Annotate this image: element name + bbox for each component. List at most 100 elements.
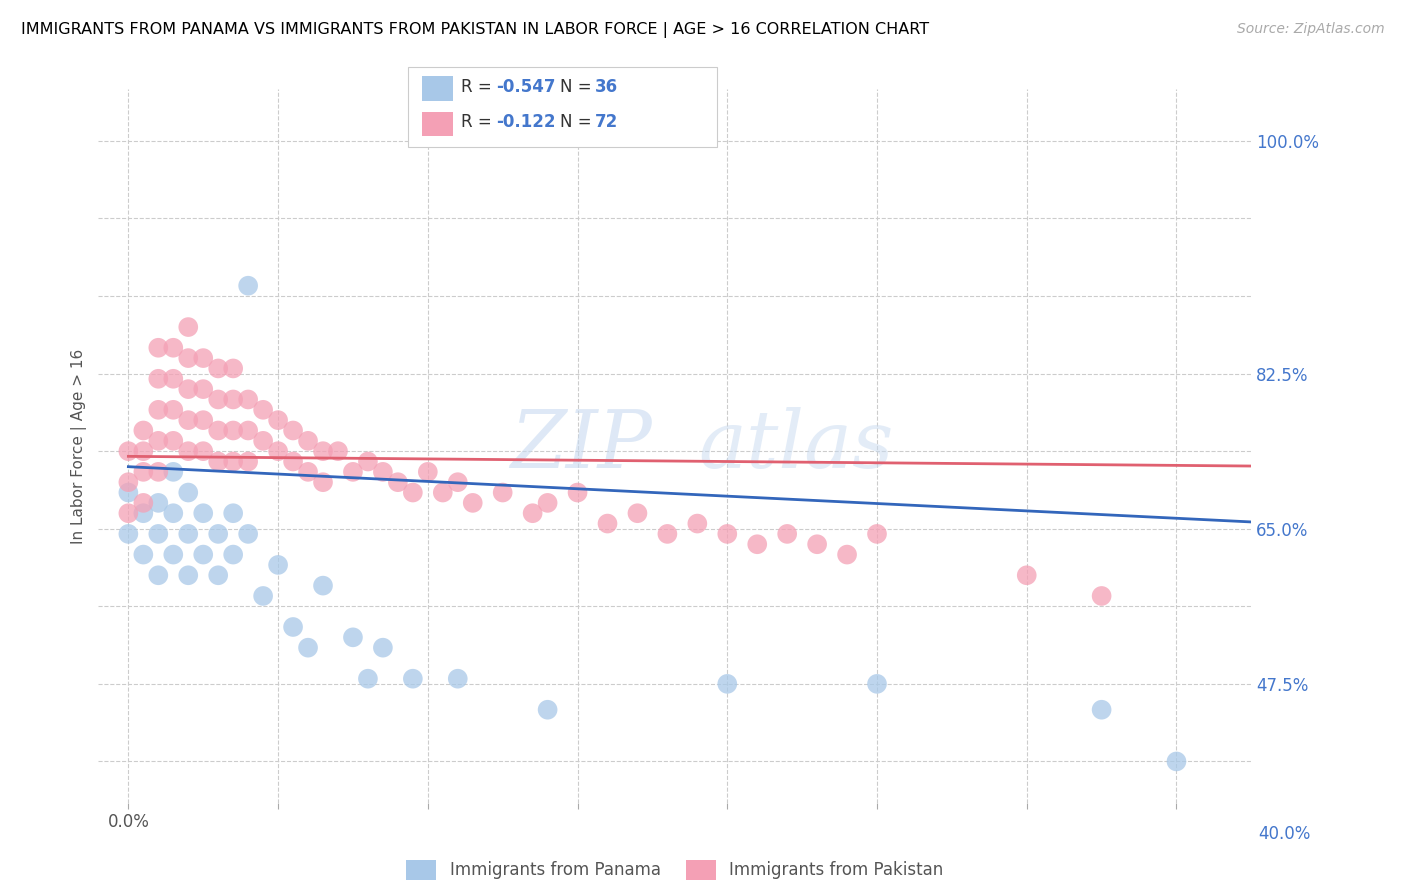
Point [148, 372, 170, 386]
Point [281, 424, 304, 438]
Text: 72: 72 [595, 113, 619, 131]
Point [193, 548, 215, 562]
Point [371, 640, 394, 655]
Point [236, 454, 259, 468]
Point [117, 485, 139, 500]
Point [177, 351, 200, 365]
Point [312, 579, 335, 593]
Point [312, 475, 335, 490]
Point [177, 444, 200, 458]
Point [222, 548, 245, 562]
Point [1091, 703, 1114, 717]
Point [236, 527, 259, 541]
Point [657, 527, 679, 541]
Text: atlas: atlas [697, 408, 893, 484]
Point [596, 516, 619, 531]
Point [1166, 755, 1188, 769]
Text: -0.547: -0.547 [496, 78, 555, 95]
Point [536, 703, 558, 717]
Text: N =: N = [560, 113, 596, 131]
Point [222, 506, 245, 520]
Point [177, 320, 200, 334]
Point [148, 527, 170, 541]
Point [567, 485, 589, 500]
Point [416, 465, 439, 479]
Point [267, 558, 290, 572]
Point [297, 465, 319, 479]
Point [252, 402, 274, 417]
Point [252, 434, 274, 448]
Point [1015, 568, 1038, 582]
Point [1091, 589, 1114, 603]
Point [342, 630, 364, 644]
Point [492, 485, 515, 500]
Point [193, 351, 215, 365]
Point [148, 496, 170, 510]
Point [193, 382, 215, 396]
Text: 36: 36 [595, 78, 617, 95]
Point [432, 485, 454, 500]
Point [148, 568, 170, 582]
Point [132, 548, 155, 562]
Point [222, 392, 245, 407]
Point [461, 496, 484, 510]
Point [536, 496, 558, 510]
Point [177, 413, 200, 427]
Point [162, 548, 184, 562]
Point [236, 278, 259, 293]
Point [281, 620, 304, 634]
Point [626, 506, 648, 520]
Point [177, 382, 200, 396]
Point [207, 392, 229, 407]
Text: R =: R = [461, 113, 498, 131]
Point [326, 444, 349, 458]
Text: ZIP: ZIP [510, 408, 652, 484]
Point [193, 444, 215, 458]
Point [117, 475, 139, 490]
Point [162, 506, 184, 520]
Point [162, 372, 184, 386]
Point [222, 361, 245, 376]
Point [281, 454, 304, 468]
Point [357, 672, 380, 686]
Point [193, 506, 215, 520]
Point [447, 672, 470, 686]
Point [252, 589, 274, 603]
Point [162, 341, 184, 355]
Point [132, 496, 155, 510]
Point [866, 677, 889, 691]
Point [193, 413, 215, 427]
Point [177, 485, 200, 500]
Point [716, 677, 738, 691]
Point [207, 527, 229, 541]
Text: -0.122: -0.122 [496, 113, 555, 131]
Point [747, 537, 769, 551]
Point [148, 341, 170, 355]
Point [148, 402, 170, 417]
Point [357, 454, 380, 468]
Point [148, 465, 170, 479]
Point [835, 548, 858, 562]
Point [177, 568, 200, 582]
Point [207, 361, 229, 376]
Text: 40.0%: 40.0% [1258, 825, 1310, 843]
Point [371, 465, 394, 479]
Text: R =: R = [461, 78, 498, 95]
Point [236, 392, 259, 407]
Point [297, 434, 319, 448]
Point [117, 444, 139, 458]
Point [267, 413, 290, 427]
Point [207, 568, 229, 582]
Point [342, 465, 364, 479]
Point [312, 444, 335, 458]
Point [132, 506, 155, 520]
Point [387, 475, 409, 490]
Point [402, 672, 425, 686]
Point [207, 454, 229, 468]
Point [162, 402, 184, 417]
Point [207, 424, 229, 438]
Point [222, 454, 245, 468]
Text: N =: N = [560, 78, 596, 95]
Point [117, 527, 139, 541]
Text: IMMIGRANTS FROM PANAMA VS IMMIGRANTS FROM PAKISTAN IN LABOR FORCE | AGE > 16 COR: IMMIGRANTS FROM PANAMA VS IMMIGRANTS FRO… [21, 22, 929, 38]
